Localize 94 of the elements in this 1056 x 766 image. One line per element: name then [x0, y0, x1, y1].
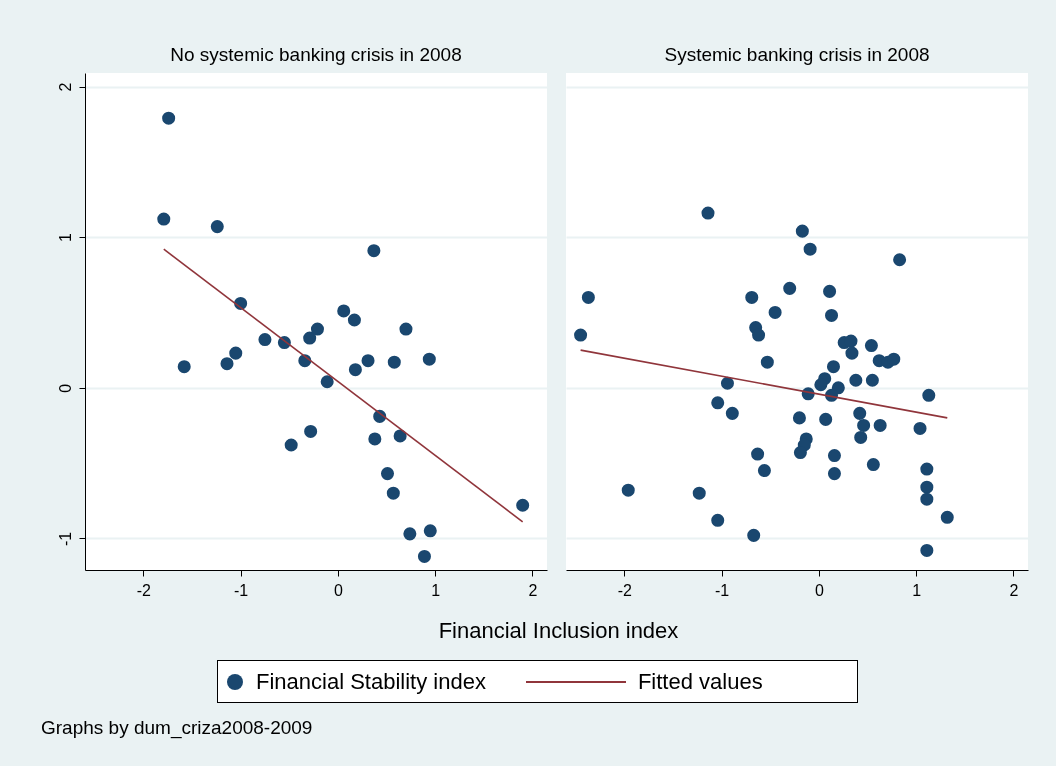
point	[399, 322, 413, 336]
legend-label: Fitted values	[637, 668, 763, 695]
x-tick-label: 1	[912, 581, 922, 599]
point	[581, 290, 595, 304]
point	[814, 378, 828, 392]
x-tick-label: -2	[617, 581, 633, 599]
point	[795, 224, 809, 238]
point	[621, 483, 635, 497]
point	[760, 355, 774, 369]
point	[845, 346, 859, 360]
point	[857, 418, 871, 432]
point	[854, 430, 868, 444]
point	[849, 373, 863, 387]
point	[823, 284, 837, 298]
point	[701, 206, 715, 220]
point	[783, 281, 797, 295]
point	[844, 334, 858, 348]
point	[387, 355, 401, 369]
point	[825, 308, 839, 322]
point	[893, 253, 907, 267]
point	[386, 486, 400, 500]
point	[747, 528, 761, 542]
point	[367, 244, 381, 258]
chart-title: Systemic banking crisis in 2008	[664, 44, 930, 65]
x-tick-label: 0	[333, 581, 343, 599]
x-tick-label: 1	[431, 581, 441, 599]
point	[853, 406, 867, 420]
point	[692, 486, 706, 500]
point	[887, 352, 901, 366]
point	[725, 406, 739, 420]
point	[720, 376, 734, 390]
point	[157, 212, 171, 226]
point	[865, 373, 879, 387]
point	[819, 412, 833, 426]
x-tick-label: -2	[136, 581, 152, 599]
point	[827, 467, 841, 481]
x-tick-label: 0	[814, 581, 824, 599]
point	[793, 446, 807, 460]
point	[361, 354, 375, 368]
point	[768, 305, 782, 319]
point	[304, 424, 318, 438]
point	[347, 313, 361, 327]
point	[827, 449, 841, 463]
point	[177, 360, 191, 374]
point	[516, 498, 530, 512]
point	[337, 304, 351, 318]
point	[752, 328, 766, 342]
x-tick-label: 2	[1009, 581, 1019, 599]
point	[826, 360, 840, 374]
point	[711, 513, 725, 527]
point	[403, 527, 417, 541]
x-tick-label: -1	[715, 581, 730, 599]
point	[220, 357, 234, 371]
y-tick-label: 0	[56, 383, 74, 393]
point	[920, 480, 934, 494]
point	[284, 438, 298, 452]
point	[310, 322, 324, 336]
point	[229, 346, 243, 360]
x-tick-label: -1	[234, 581, 249, 599]
y-tick-label: 2	[56, 82, 74, 92]
point	[745, 290, 759, 304]
point	[303, 331, 317, 345]
point	[873, 418, 887, 432]
point	[803, 242, 817, 256]
point	[380, 467, 395, 481]
point	[417, 549, 431, 563]
point	[866, 458, 880, 472]
point	[258, 333, 272, 347]
point	[913, 421, 927, 435]
point	[920, 462, 934, 476]
point	[940, 510, 954, 524]
chart-title: No systemic banking crisis in 2008	[170, 44, 462, 65]
legend-label: Financial Stability index	[256, 668, 486, 695]
point	[162, 111, 176, 125]
point	[920, 492, 934, 506]
x-tick-label: 2	[528, 581, 538, 599]
point	[920, 543, 934, 557]
point	[751, 447, 765, 461]
point	[574, 328, 588, 342]
y-tick-label: 1	[56, 233, 74, 243]
point	[423, 524, 437, 538]
point	[348, 363, 362, 377]
point	[792, 411, 806, 425]
x-axis-title: Financial Inclusion index	[437, 618, 680, 644]
point	[922, 388, 936, 402]
point	[711, 396, 725, 410]
point	[422, 352, 436, 366]
point	[368, 432, 382, 446]
point	[210, 220, 224, 234]
text: Graphs by dum_criza2008-2009	[41, 717, 313, 739]
point	[864, 339, 878, 353]
point	[757, 464, 771, 478]
point	[320, 375, 334, 389]
y-tick-label: -1	[56, 531, 74, 546]
